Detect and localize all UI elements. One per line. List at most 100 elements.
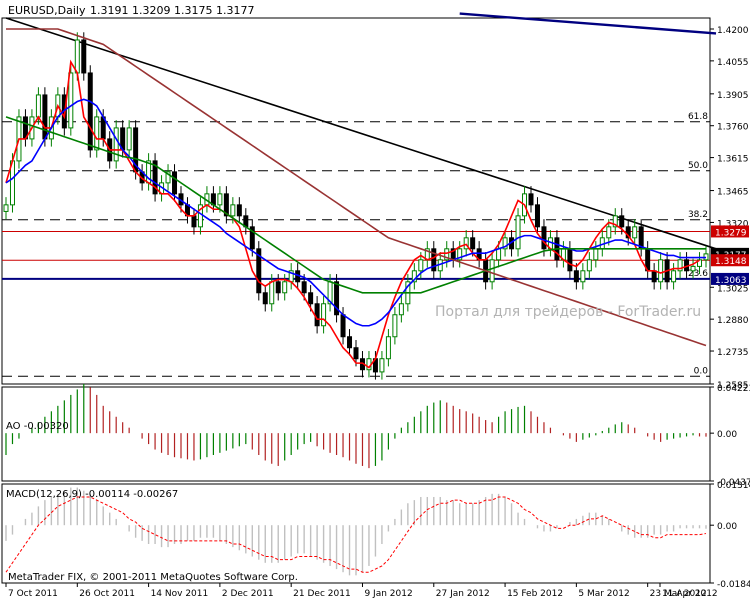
candle-body bbox=[489, 259, 495, 283]
price-badge-label: 1.3148 bbox=[715, 257, 747, 267]
candle-body bbox=[87, 72, 93, 151]
candle-body bbox=[217, 193, 223, 206]
chart-symbol-title: EURUSD,Daily bbox=[8, 4, 86, 17]
price-badge bbox=[711, 272, 749, 285]
upper-trend-line bbox=[459, 12, 717, 35]
candle-body bbox=[236, 204, 242, 217]
panels-layer bbox=[1, 17, 711, 584]
x-tick-label: 7 Oct 2011 bbox=[8, 589, 58, 599]
copyright-notice: MetaTrader FIX, © 2001-2011 MetaQuotes S… bbox=[8, 572, 298, 583]
candle-body bbox=[619, 215, 625, 228]
ao-y-tick-label: -0.04378 bbox=[717, 478, 750, 488]
ohlc-readout: 1.3191 1.3209 1.3175 1.3177 bbox=[90, 4, 254, 17]
candle-body bbox=[81, 39, 87, 74]
candle-body bbox=[444, 248, 450, 261]
price-badge-label: 1.3279 bbox=[715, 228, 747, 238]
candle-body bbox=[677, 259, 683, 272]
candle-body bbox=[515, 215, 521, 250]
candle-body bbox=[632, 226, 638, 239]
candle-body bbox=[334, 281, 340, 316]
candle-body bbox=[567, 248, 573, 272]
main-y-tick-label: 1.2585 bbox=[717, 381, 749, 391]
candle-body bbox=[308, 292, 314, 305]
fib-level-label: 61.8 bbox=[688, 112, 708, 122]
candle-body bbox=[398, 303, 404, 316]
ao-y-tick-label: 0.00 bbox=[717, 430, 737, 440]
candle-body bbox=[172, 171, 178, 195]
candle-body bbox=[470, 237, 476, 250]
main-y-tick-label: 1.3465 bbox=[717, 188, 749, 198]
main-y-tick-label: 1.3615 bbox=[717, 155, 749, 165]
price-badge bbox=[711, 225, 749, 238]
candle-body bbox=[385, 336, 391, 360]
candle-body bbox=[269, 281, 275, 305]
ao-y-tick-label: 0.04223 bbox=[717, 384, 750, 394]
candle-body bbox=[314, 303, 320, 327]
x-tick-label: 14 Nov 2011 bbox=[151, 589, 209, 599]
candle-body bbox=[580, 270, 586, 283]
candle-body bbox=[697, 259, 703, 267]
x-tick-label: 15 Feb 2012 bbox=[507, 589, 563, 599]
macd-panel-title: MACD(12,26,9) -0.00114 -0.00267 bbox=[6, 489, 178, 500]
main-y-tick-label: 1.3905 bbox=[717, 91, 749, 101]
fib-level-label: 50.0 bbox=[688, 161, 708, 171]
candle-body bbox=[463, 237, 469, 250]
macd-layer bbox=[5, 487, 707, 576]
main-layer: 61.8 50.0 38.2 23.6 0.0 bbox=[2, 12, 717, 380]
candle-body bbox=[191, 215, 197, 228]
main-y-tick-label: 1.4200 bbox=[717, 26, 749, 36]
macd-panel-frame bbox=[1, 483, 711, 584]
candle-body bbox=[42, 94, 48, 140]
candle-body bbox=[230, 204, 236, 217]
main-y-tick-label: 1.2735 bbox=[717, 348, 749, 358]
candle-body bbox=[418, 259, 424, 272]
macd-y-tick-label: 0.00 bbox=[717, 522, 737, 532]
candle-body bbox=[612, 215, 618, 228]
main-y-tick-label: 1.3025 bbox=[717, 284, 749, 294]
x-tick-label: 11 Apr 2012 bbox=[662, 589, 718, 599]
fib-level-label: 23.6 bbox=[688, 269, 708, 279]
candle-body bbox=[256, 248, 262, 294]
x-tick-label: 2 Dec 2011 bbox=[222, 589, 274, 599]
candle-body bbox=[165, 171, 171, 184]
candle-body bbox=[249, 226, 255, 250]
ao-panel-frame bbox=[1, 386, 711, 482]
x-tick-label: 27 Jan 2012 bbox=[436, 589, 490, 599]
candle-body bbox=[340, 314, 346, 338]
main-y-tick-label: 1.2880 bbox=[717, 316, 749, 326]
candle-body bbox=[431, 248, 437, 272]
candle-body bbox=[94, 116, 100, 151]
price-badge-label: 1.3063 bbox=[715, 276, 747, 286]
x-tick-label: 5 Mar 2012 bbox=[578, 589, 629, 599]
candle-body bbox=[658, 259, 664, 283]
macd-y-tick-label: -0.01844 bbox=[717, 580, 750, 590]
candle-body bbox=[35, 94, 41, 118]
candle-body bbox=[301, 281, 307, 294]
fib-level-label: 38.2 bbox=[688, 210, 708, 220]
macd-y-tick-label: 0.01314 bbox=[717, 481, 750, 491]
main-y-tick-label: 1.3320 bbox=[717, 219, 749, 229]
candle-body bbox=[392, 314, 398, 338]
candle-body bbox=[690, 265, 696, 272]
candle-body bbox=[347, 336, 353, 349]
x-tick-label: 26 Oct 2011 bbox=[79, 589, 135, 599]
candle-body bbox=[541, 226, 547, 250]
watermark: Портал для трейдеров - ForTrader.ru bbox=[435, 304, 701, 320]
candle-body bbox=[379, 358, 385, 373]
ao-panel-title: AO -0.00320 bbox=[6, 421, 69, 432]
main-y-tick-label: 1.3760 bbox=[717, 123, 749, 133]
candle-body bbox=[411, 270, 417, 283]
candle-body bbox=[113, 127, 119, 162]
axis-layer: 1.4200 1.4055 1.3905 1.3760 1.3615 1.3465 1.33… bbox=[5, 26, 750, 599]
candle-body bbox=[586, 259, 592, 272]
candle-body bbox=[321, 303, 327, 327]
candle-body bbox=[528, 193, 534, 206]
candle-body bbox=[502, 237, 508, 250]
candle-body bbox=[625, 226, 631, 239]
candle-body bbox=[496, 248, 502, 261]
candle-body bbox=[262, 292, 268, 305]
candle-body bbox=[671, 270, 677, 283]
main-y-tick-label: 1.4055 bbox=[717, 58, 749, 68]
